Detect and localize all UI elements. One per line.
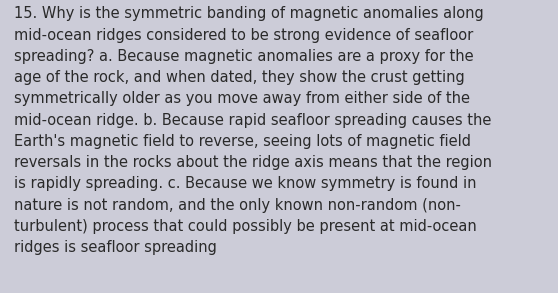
Text: 15. Why is the symmetric banding of magnetic anomalies along
mid-ocean ridges co: 15. Why is the symmetric banding of magn… [14, 6, 492, 255]
